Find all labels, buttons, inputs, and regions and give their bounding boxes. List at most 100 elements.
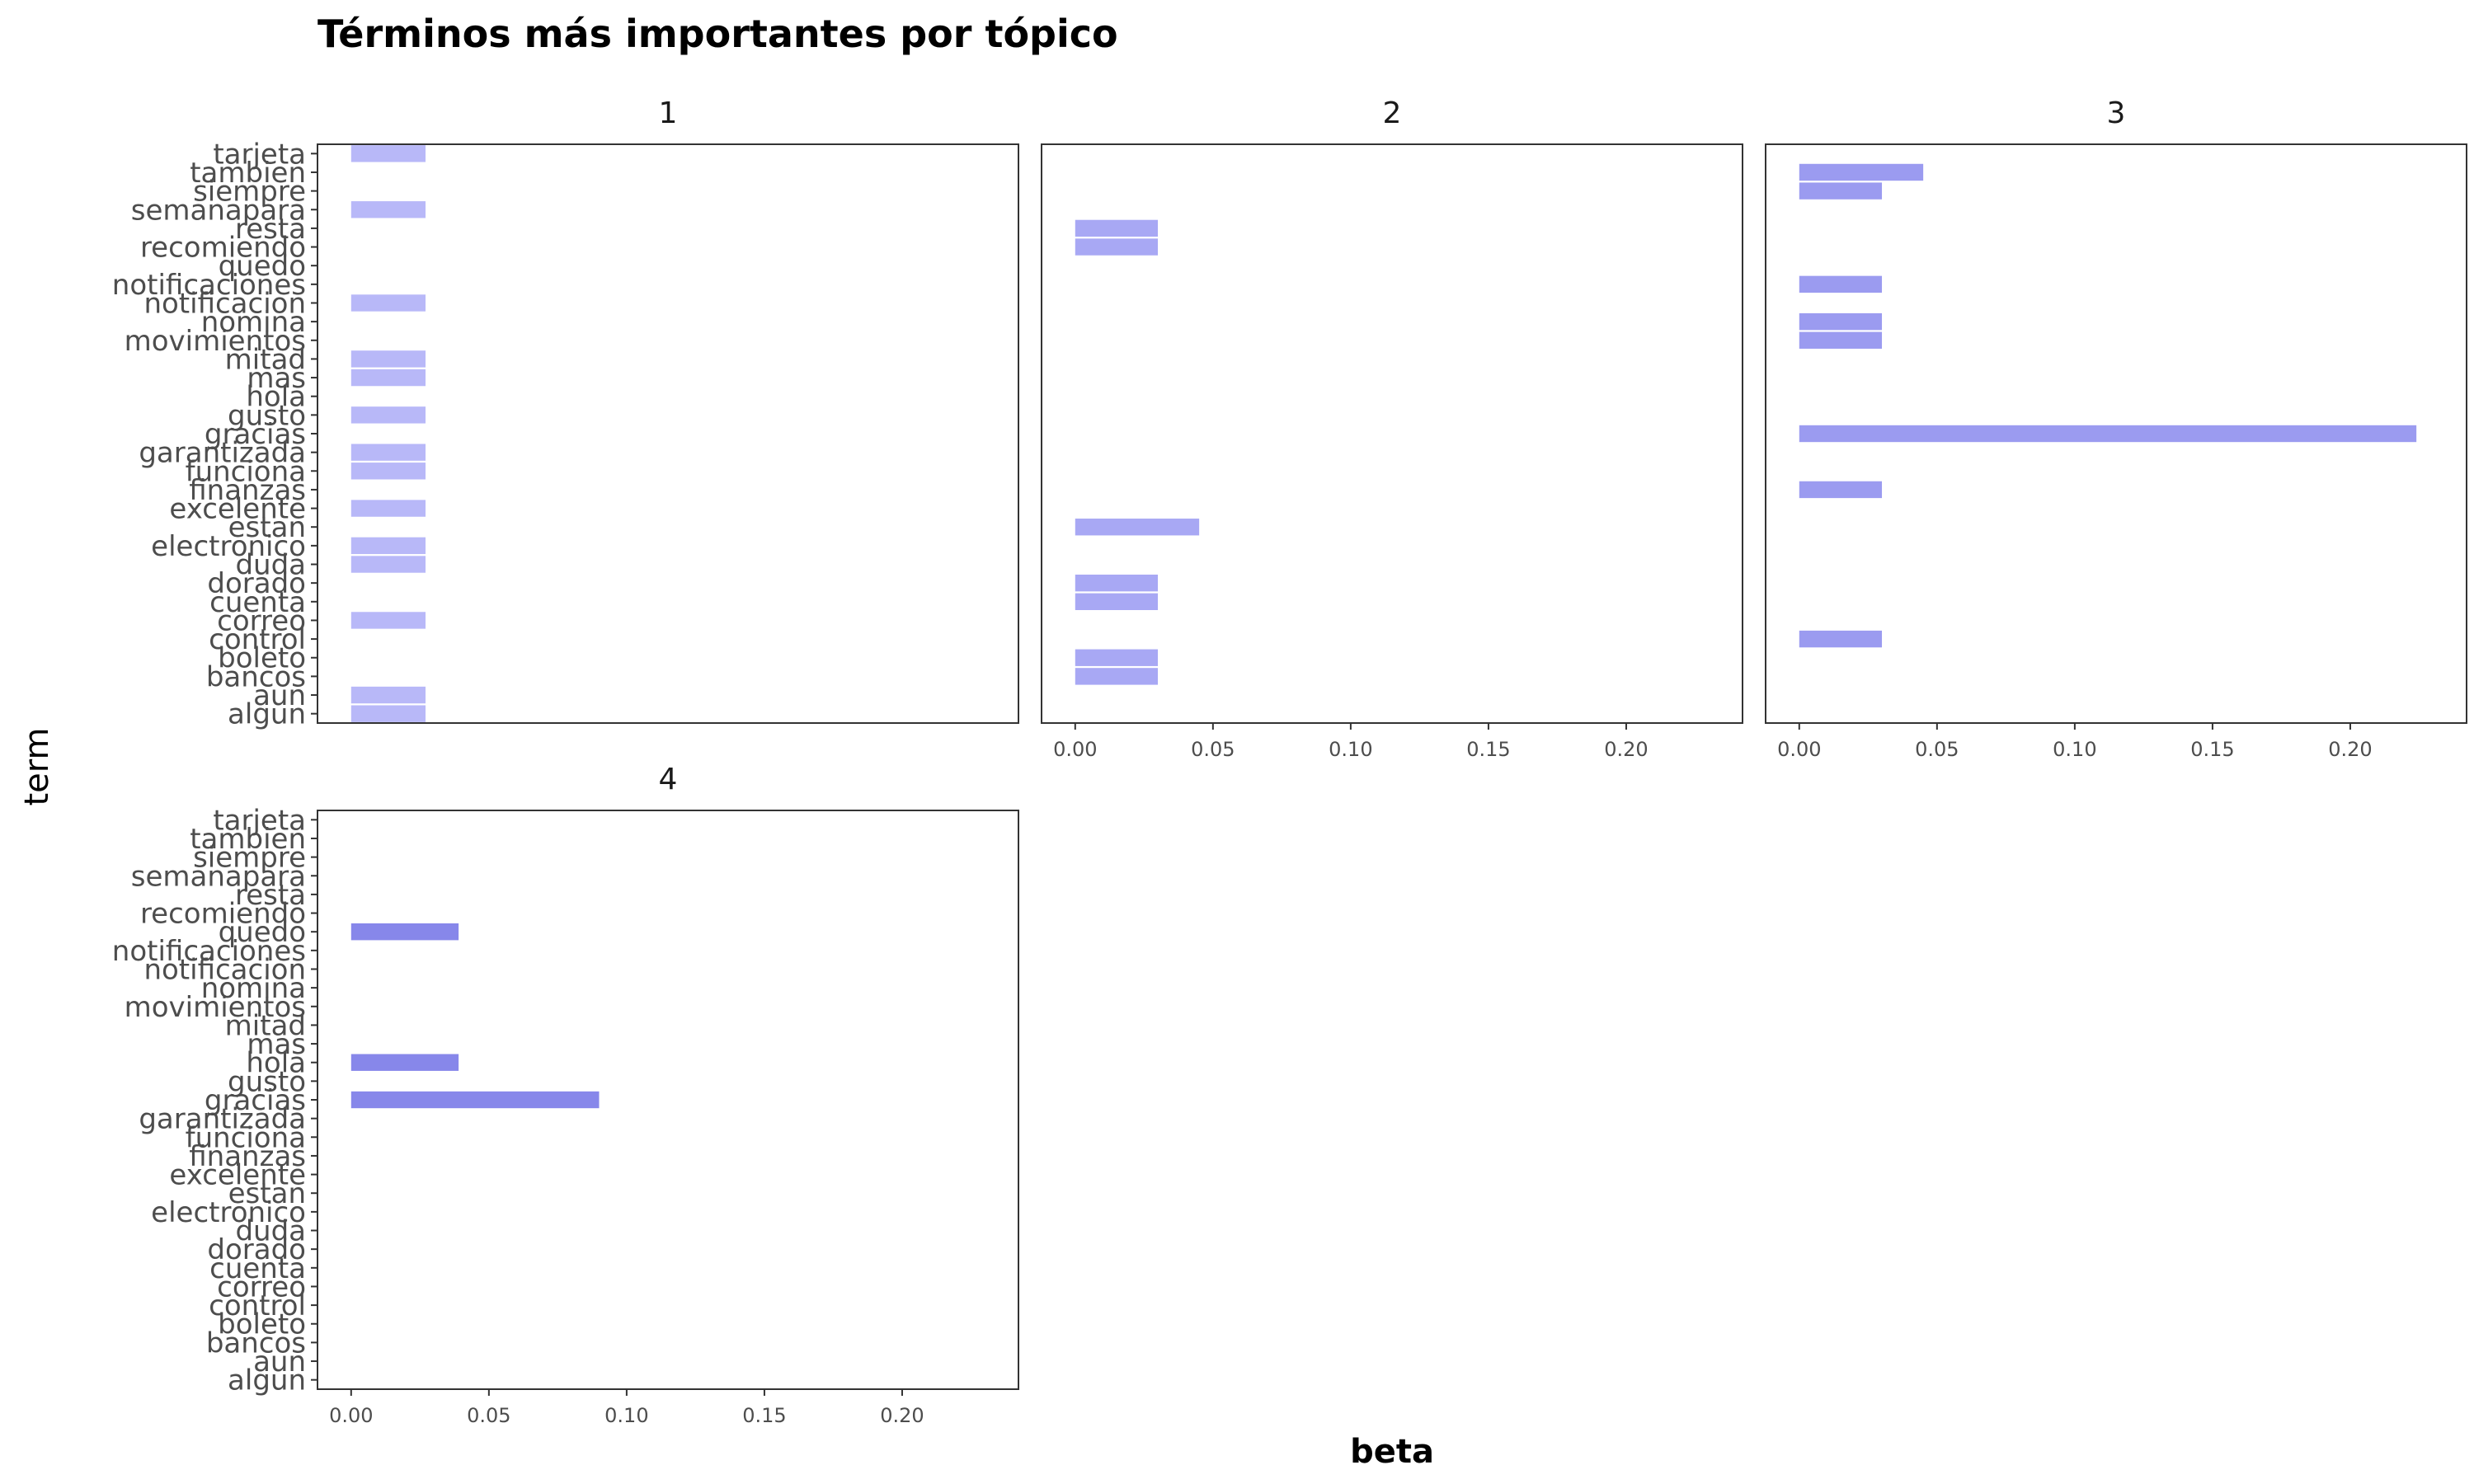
y-tick-label: duda [235,1215,306,1248]
y-tick-label: correo [217,1270,306,1303]
y-tick-label: algun [228,698,306,731]
y-tick-label: finanzas [189,474,306,507]
x-tick-label: 0.15 [2190,738,2234,761]
bar-3-gracias [1799,425,2417,443]
x-tick-label: 0.05 [467,1404,510,1427]
facet-strip-label: 2 [1383,96,1402,130]
y-tick-label: garantizada [139,1103,306,1136]
bar-1-algun [350,705,426,722]
y-tick-label: algun [228,1364,306,1397]
panel-border [317,143,1019,724]
y-tick-label: boleto [218,642,306,675]
y-tick-label: hola [246,1047,306,1080]
y-tick-label: hola [246,381,306,414]
y-tick-label: tambien [190,823,306,856]
facet-panel-2: 2 0.00 0.05 0.10 0.15 0.20 [1041,96,1743,761]
bar-1-duda [350,556,426,573]
x-tick-label: 0.00 [329,1404,373,1427]
y-tick-label: notificacion [143,287,306,320]
x-tick-label: 0.20 [1604,738,1648,761]
y-tick-label: quedo [219,250,306,283]
y-tick-label: notificacion [143,953,306,986]
bar-1-mitad [350,350,426,368]
panel-border [1041,143,1743,724]
bar-1-garantizada [350,444,426,461]
facet-strip-label: 1 [659,96,678,130]
facet-panel-4: 4 algunaunbancosboletocontrolcorreocuenta… [112,763,1019,1427]
y-tick-label: gracias [205,1084,306,1117]
y-tick-label: tambien [190,157,306,190]
bar-1-gusto [350,406,426,424]
y-tick-label: tarjeta [213,804,306,837]
y-tick-label: duda [235,549,306,582]
y-tick-label: siempre [193,842,306,875]
bar-2-dorado [1075,574,1159,592]
y-tick-label: correo [217,604,306,637]
y-tick-label: bancos [206,1327,306,1360]
x-tick-label: 0.05 [1915,738,1959,761]
bar-3-notificaciones [1799,275,1883,294]
y-tick-label: mas [247,362,306,395]
y-tick-label: cuenta [209,586,306,619]
bar-1-funciona [350,463,426,480]
y-tick-label: control [209,1289,306,1322]
bar-1-notificacion [350,294,426,312]
y-tick-label: finanzas [189,1140,306,1173]
x-tick-label: 0.10 [604,1404,648,1427]
bar-2-resta [1075,219,1159,237]
x-tick-label: 0.20 [2328,738,2372,761]
y-tick-label: control [209,623,306,656]
y-tick-label: semanapara [131,860,306,893]
bar-3-siempre [1799,182,1883,200]
y-tick-label: estan [228,1177,306,1210]
x-tick-label: 0.20 [880,1404,924,1427]
bar-4-hola [350,1054,459,1071]
bar-1-semanapara [350,201,426,218]
bar-1-excelente [350,500,426,517]
y-tick-label: mitad [225,343,306,376]
bar-3-finanzas [1799,481,1883,499]
bar-2-cuenta [1075,593,1159,610]
y-tick-label: cuenta [209,1252,306,1285]
y-tick-label: resta [235,213,306,246]
facet-strip-label: 3 [2107,96,2126,130]
bar-2-estan [1075,519,1200,536]
facet-panels: 1algunaunbancosboletocontrolcorreocuenta… [112,96,2467,1427]
bar-2-boleto [1075,649,1159,666]
x-axis-title: beta [1350,1433,1434,1471]
y-tick-label: dorado [207,567,306,600]
bar-2-recomiendo [1075,238,1159,256]
y-tick-label: resta [235,879,306,912]
bar-1-electronico [350,537,426,555]
y-tick-label: funciona [186,455,306,488]
y-tick-label: estan [228,511,306,544]
y-tick-label: notificaciones [112,935,306,968]
bar-4-gracias [350,1091,600,1109]
bar-3-control [1799,630,1883,648]
x-tick-label: 0.15 [742,1404,786,1427]
x-tick-label: 0.10 [1329,738,1372,761]
y-tick-label: gusto [228,399,306,432]
y-tick-label: electronico [151,530,306,563]
bar-1-tarjeta [350,145,426,162]
y-tick-label: electronico [151,1196,306,1229]
y-tick-label: aun [253,1345,306,1378]
y-tick-label: gusto [228,1065,306,1098]
y-tick-label: mas [247,1028,306,1061]
y-tick-label: recomiendo [140,898,306,931]
y-tick-label: garantizada [139,437,306,470]
bar-3-movimientos [1799,331,1883,349]
y-tick-label: movimientos [125,325,306,358]
y-tick-label: gracias [205,418,306,451]
facet-panel-3: 3 0.00 0.05 0.10 0.15 0.20 [1765,96,2467,761]
y-tick-label: siempre [193,176,306,209]
facet-panel-1: 1 algunaunbancosboletocontrolcorreocuenta… [112,96,1019,731]
y-tick-label: nomina [201,306,306,339]
y-tick-label: tarjeta [213,138,306,171]
bar-4-quedo [350,923,459,941]
bar-2-bancos [1075,668,1159,685]
y-tick-label: boleto [218,1308,306,1341]
y-tick-label: excelente [169,1159,306,1192]
bar-3-nomina [1799,312,1883,331]
